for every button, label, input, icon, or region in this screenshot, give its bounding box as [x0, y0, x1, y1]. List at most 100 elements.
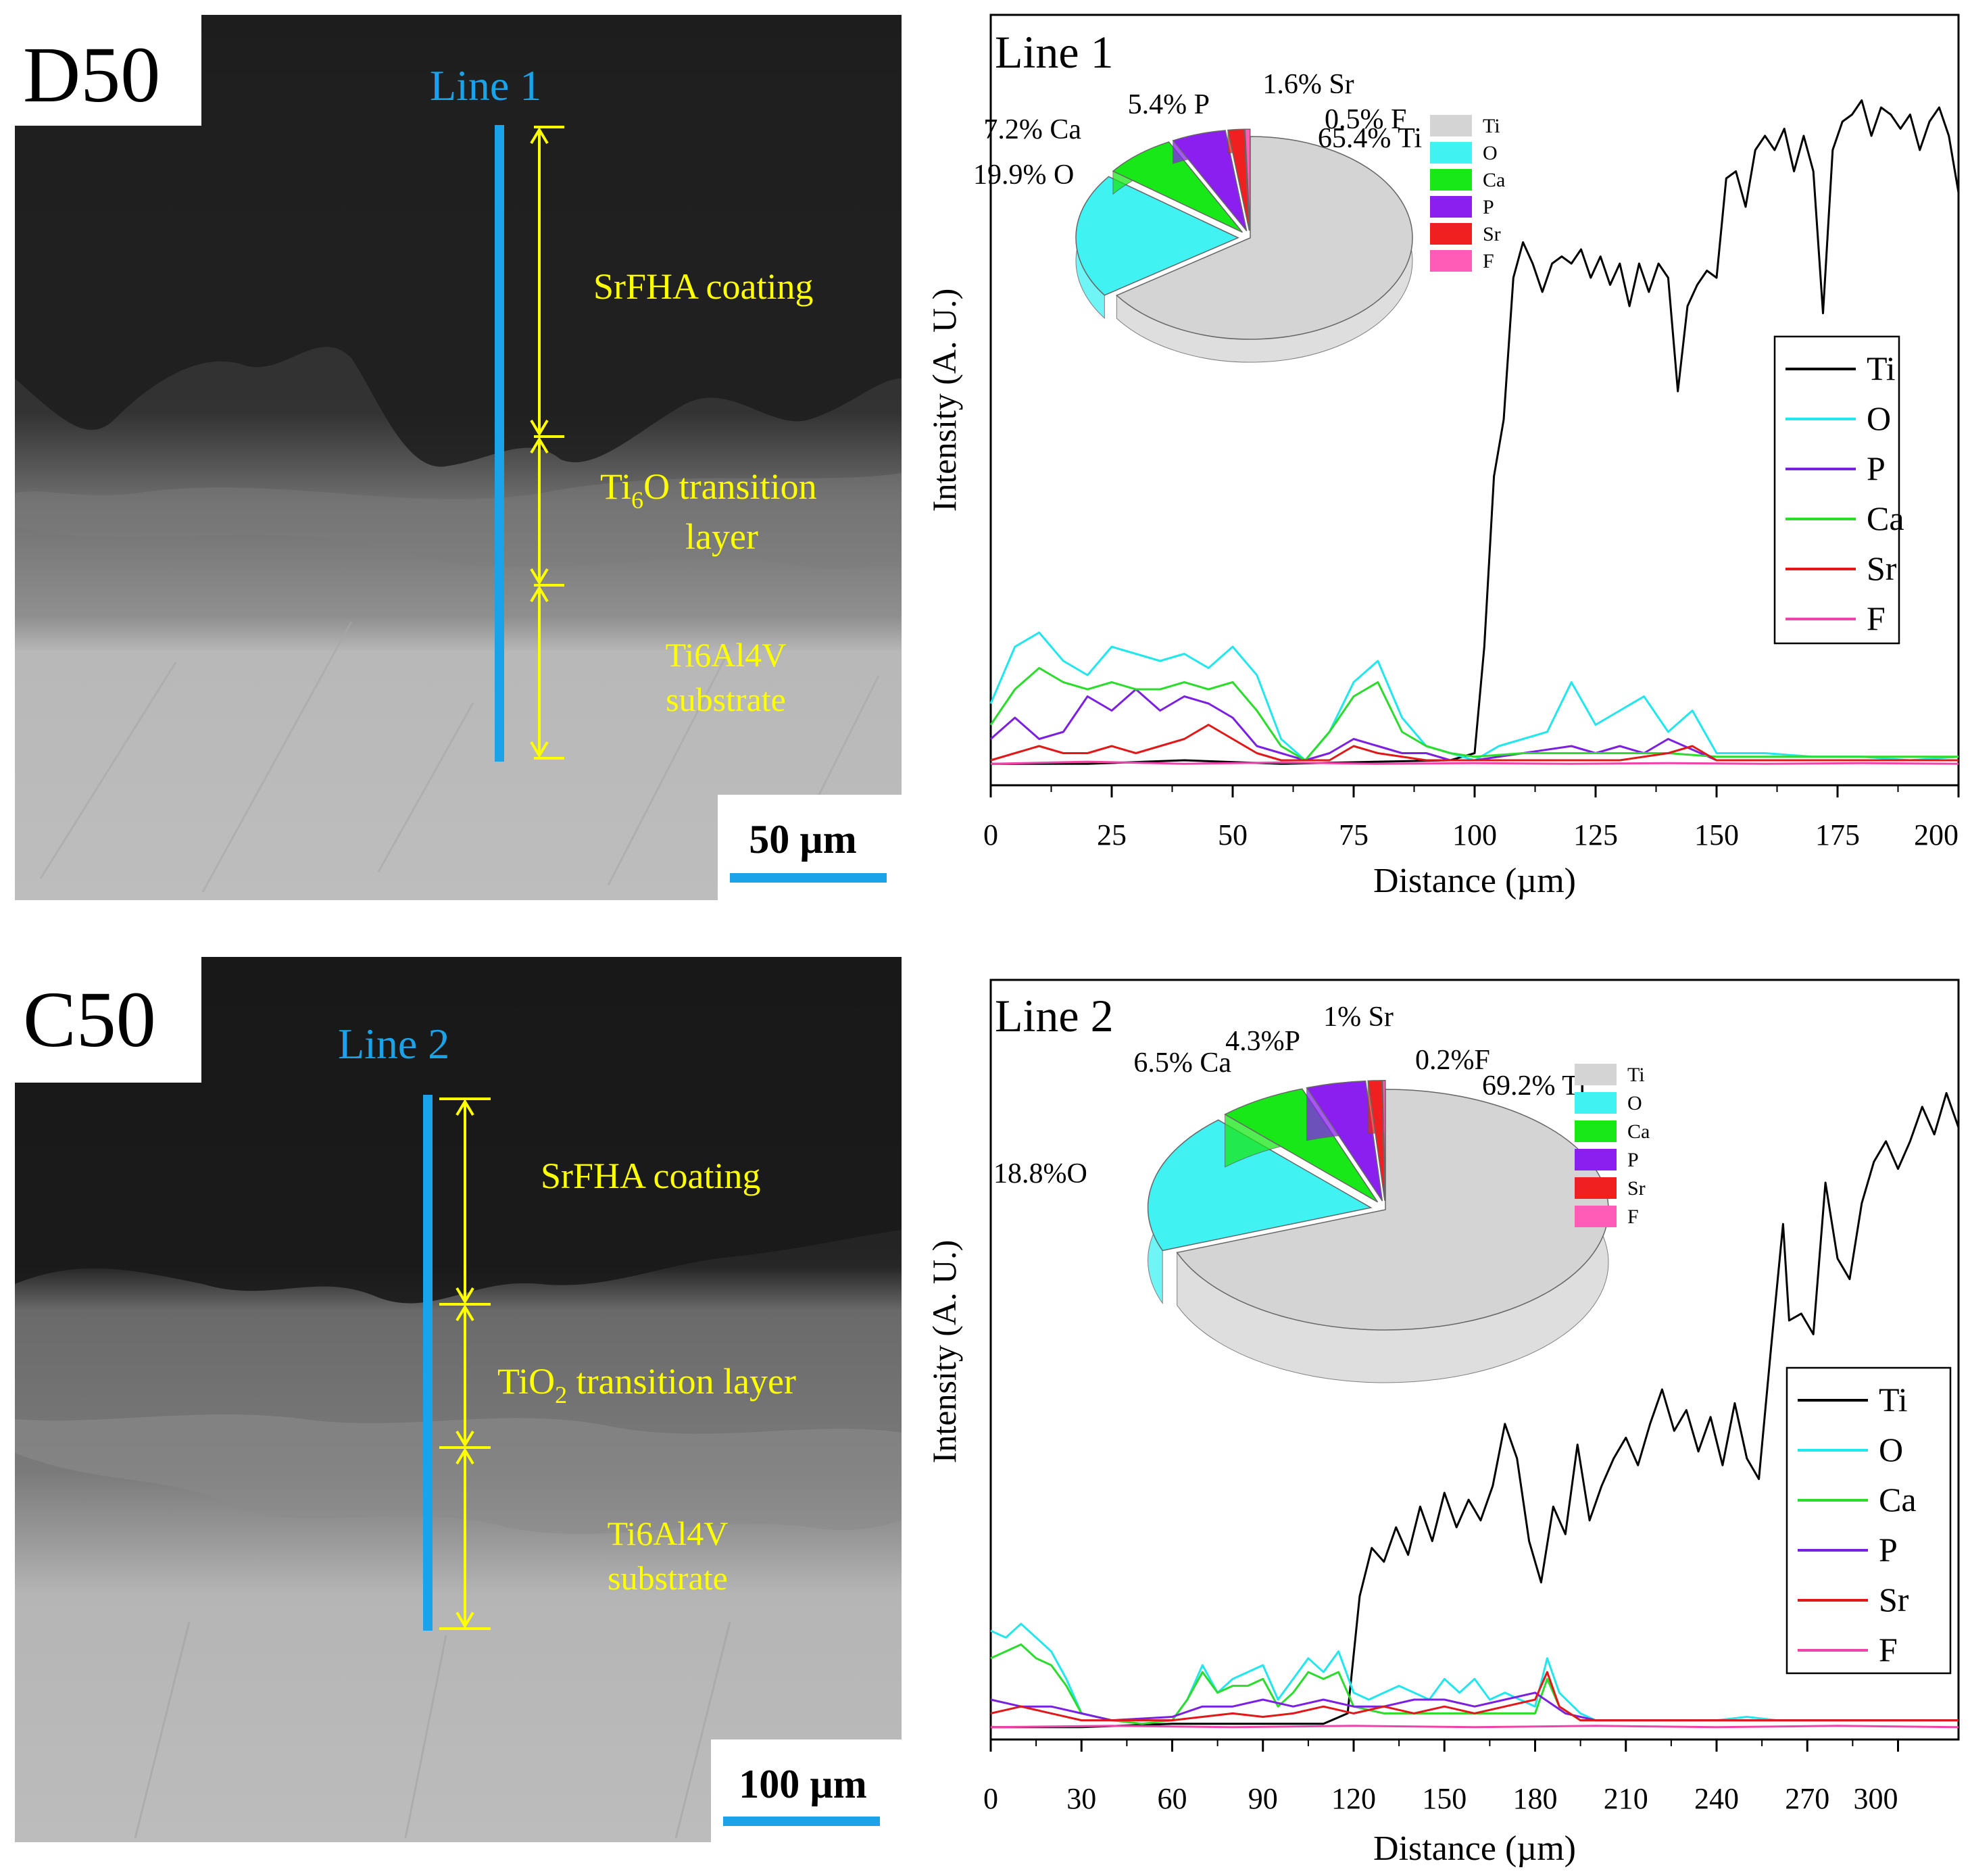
pie-label-sr: 1.6% Sr	[1262, 69, 1354, 100]
d50-measure-arrows	[530, 126, 564, 760]
d50-scale-bar	[730, 873, 887, 883]
c50-substrate-label-2: substrate	[608, 1559, 728, 1597]
c50-substrate-label-1: Ti6Al4V	[608, 1514, 729, 1552]
pie-legend-label-ti: Ti	[1627, 1064, 1645, 1086]
d50-label-box	[0, 0, 201, 126]
pie-slice-f	[1244, 128, 1251, 231]
pie-label-f: 0.2%F	[1415, 1045, 1490, 1076]
pie-slice-p	[1172, 130, 1248, 232]
pie-legend-swatch-ca	[1430, 169, 1472, 191]
x-tick-label: 300	[1854, 1782, 1898, 1815]
x-tick-label: 200	[1914, 818, 1959, 851]
legend-label-o: O	[1867, 399, 1891, 437]
chart-line2: Line 2 Intensity (A. U.) Distance (µm) 0…	[925, 979, 1960, 1868]
pie-legend-label-p: P	[1483, 196, 1494, 218]
chart2-xlabel: Distance (µm)	[1373, 1829, 1576, 1868]
d50-transition-sub: 6	[631, 487, 643, 514]
legend-label-sr: Sr	[1867, 549, 1897, 587]
legend-label-p: P	[1867, 449, 1886, 487]
d50-line-label: Line 1	[430, 61, 541, 109]
series-ti-line	[991, 99, 1960, 765]
legend-label-ca: Ca	[1867, 499, 1904, 537]
pie-label-o: 18.8%O	[993, 1158, 1087, 1189]
c50-transition-region	[15, 1414, 902, 1534]
pie-slice-ti	[1115, 136, 1413, 340]
x-tick-label: 0	[983, 818, 998, 851]
x-tick-label: 30	[1066, 1782, 1096, 1815]
chart1-ylabel: Intensity (A. U.)	[925, 289, 963, 512]
c50-scratches	[134, 1621, 731, 1839]
pie-legend-swatch-ti	[1575, 1064, 1617, 1085]
c50-coating-region	[15, 957, 902, 1304]
pie-legend-swatch-sr	[1575, 1177, 1617, 1199]
chart-line1: Line 1 Intensity (A. U.) Distance (µm) 0…	[925, 14, 1960, 900]
pie-slice-o	[1075, 176, 1239, 296]
pie-legend-label-ti: Ti	[1483, 115, 1500, 137]
chart2-title: Line 2	[995, 990, 1114, 1041]
pie-label-p: 5.4% P	[1128, 89, 1210, 120]
d50-transition-pre: Ti	[600, 466, 631, 507]
pie-label-f: 0.5% F	[1325, 104, 1406, 135]
pie-legend-label-ca: Ca	[1627, 1120, 1650, 1143]
pie-legend-label-o: O	[1483, 142, 1498, 164]
pie-label-ti: 69.2% Ti	[1482, 1070, 1586, 1102]
series-f-line	[990, 1725, 1959, 1729]
legend-label-ti: Ti	[1867, 349, 1896, 387]
pie-legend-swatch-f	[1430, 250, 1472, 272]
c50-label-box	[0, 957, 201, 1083]
legend-label-p: P	[1879, 1531, 1898, 1569]
series-sr-line	[990, 724, 1959, 762]
series-ti-line	[991, 1091, 1960, 1729]
c50-line-label: Line 2	[338, 1020, 449, 1068]
x-tick-label: 240	[1694, 1782, 1739, 1815]
pie-legend-label-sr: Sr	[1627, 1177, 1646, 1200]
pie-label-o: 19.9% O	[973, 159, 1074, 191]
pie-legend-swatch-ca	[1575, 1120, 1617, 1142]
chart2-legend: Ti O Ca P Sr F	[1786, 1366, 1952, 1675]
chart2-axis: 0 30 60 90 120 150 180 210 240 270 300	[983, 1739, 1899, 1815]
pie-slice-sr	[1367, 1080, 1385, 1201]
d50-transition-label: Ti6O transition	[600, 466, 817, 514]
legend-box	[1786, 1366, 1952, 1675]
legend-label-ti: Ti	[1879, 1381, 1908, 1418]
x-tick-label: 270	[1785, 1782, 1829, 1815]
legend-label-f: F	[1879, 1631, 1898, 1669]
x-tick-label: 120	[1331, 1782, 1376, 1815]
c50-scale-bar	[723, 1817, 880, 1826]
c50-scale-label: 100 µm	[739, 1762, 867, 1806]
c50-coating-label: SrFHA coating	[541, 1156, 761, 1196]
chart2-ylabel: Intensity (A. U.)	[925, 1240, 963, 1464]
legend-box	[1773, 335, 1900, 645]
pie-legend-label-f: F	[1483, 250, 1494, 272]
c50-panel: C50 Line 2 SrFHA coating TiO2 transition…	[0, 957, 902, 1842]
series-sr-line	[990, 1671, 1959, 1722]
d50-panel: D50 Line 1 SrFHA coating Ti6O transition…	[0, 0, 902, 903]
series-o-line	[989, 631, 1959, 762]
x-tick-label: 25	[1097, 818, 1127, 851]
d50-scale-label: 50 µm	[749, 817, 857, 862]
chart1-axis: 0 25 50 75 100 125 150 175 200	[983, 785, 1960, 851]
pie-slice-f	[1381, 1080, 1386, 1201]
d50-substrate-label-1: Ti6Al4V	[666, 636, 787, 674]
x-tick-label: 150	[1422, 1782, 1467, 1815]
c50-transition-post: transition layer	[567, 1361, 796, 1402]
c50-transition-pre: TiO	[497, 1361, 555, 1402]
pie-label-ti: 65.4% Ti	[1318, 123, 1422, 154]
pie-slice-ti	[1176, 1089, 1609, 1331]
x-tick-label: 100	[1452, 818, 1497, 851]
legend-label-ca: Ca	[1879, 1481, 1917, 1519]
legend-label-o: O	[1879, 1431, 1903, 1468]
x-tick-label: 125	[1573, 818, 1618, 851]
pie-legend-swatch-sr	[1430, 223, 1472, 245]
series-p-line	[990, 688, 1959, 762]
d50-transition-region	[15, 473, 902, 570]
pie-legend-swatch-o	[1430, 142, 1472, 164]
pie-label-ca: 6.5% Ca	[1133, 1047, 1231, 1079]
pie-slice-ca	[1224, 1088, 1379, 1203]
pie-slice-o	[1147, 1119, 1373, 1252]
x-tick-label: 50	[1218, 818, 1248, 851]
pie-label-ca: 7.2% Ca	[983, 114, 1081, 145]
x-tick-label: 75	[1339, 818, 1369, 851]
d50-coating-region	[15, 15, 902, 467]
